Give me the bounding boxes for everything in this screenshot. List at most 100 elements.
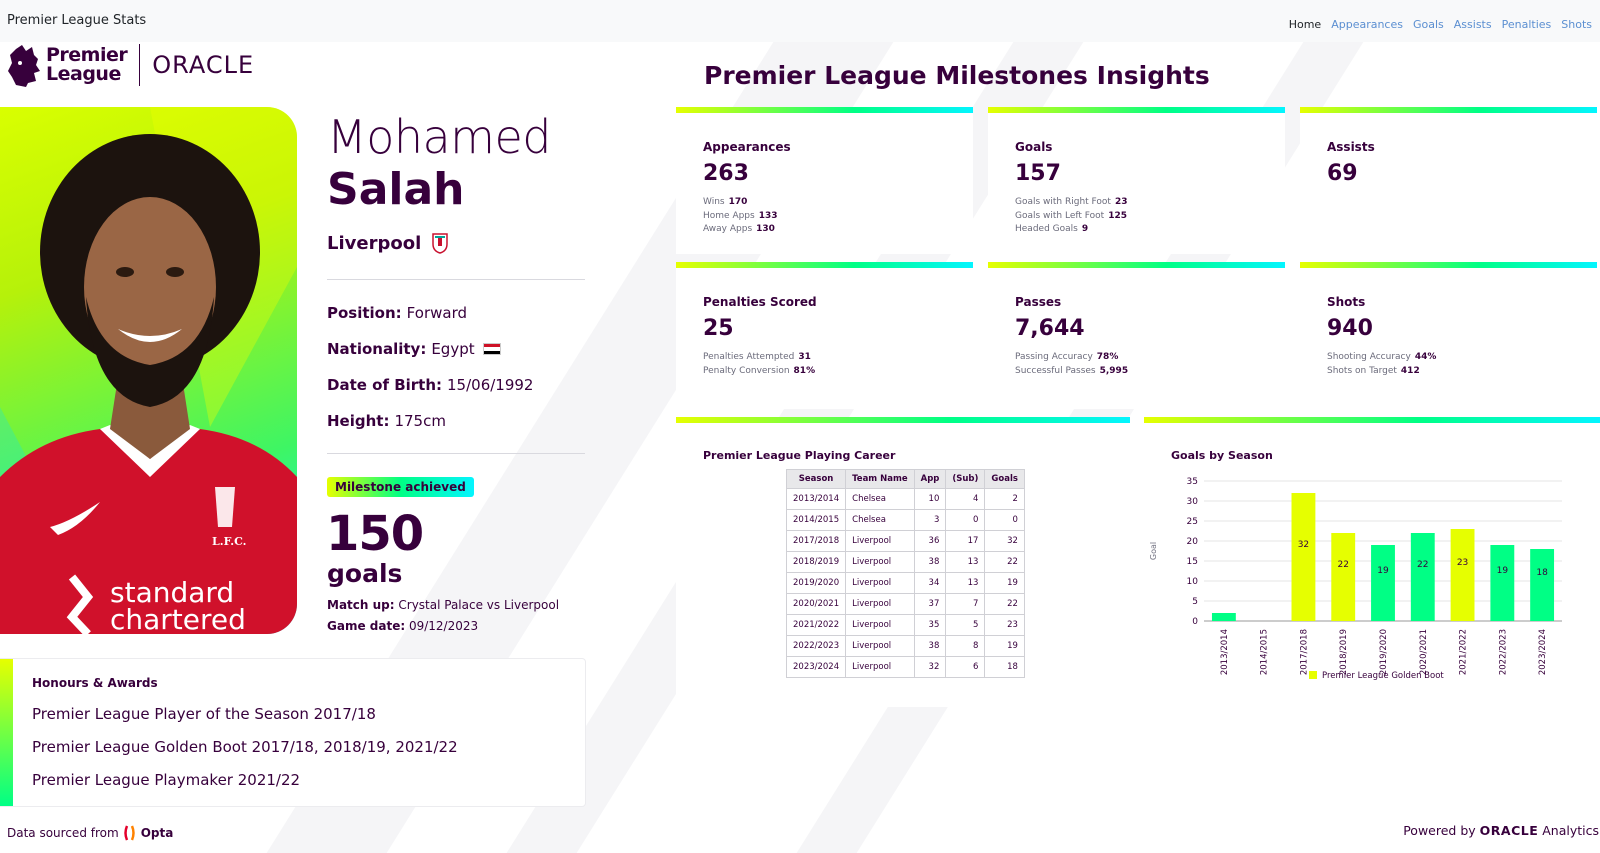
goals-by-season-chart: 0 5 10 15 20 25 30 35 Goal 2013/2014 2014/2015 32 20…	[1149, 477, 1562, 681]
stat-card-assists: Assists 69	[1300, 107, 1597, 254]
info-divider	[327, 279, 585, 280]
stat-sub: Wins 170	[703, 197, 747, 207]
sub-label: Shooting Accuracy	[1327, 352, 1411, 362]
table-cell: 2014/2015	[785, 509, 847, 531]
stat-sub: Successful Passes 5,995	[1015, 366, 1128, 376]
opta-wordmark: Opta	[140, 826, 174, 840]
card-accent-bar	[1300, 107, 1597, 113]
bar-value-label: 32	[1298, 540, 1309, 550]
player-photo: L.F.C. standard chartered	[0, 107, 297, 634]
table-cell: 13	[945, 551, 986, 573]
y-tick-label: 5	[1192, 597, 1198, 607]
stat-sub: Headed Goals 9	[1015, 224, 1088, 234]
column-header[interactable]: Season	[785, 469, 847, 489]
table-cell: 2	[984, 488, 1025, 510]
column-header[interactable]: (Sub)	[945, 469, 986, 489]
column-header[interactable]: Team Name	[845, 469, 915, 489]
player-first-name: Mohamed	[327, 110, 551, 164]
bar-value-label: 19	[1497, 566, 1509, 576]
nav-assists[interactable]: Assists	[1453, 18, 1492, 31]
match-up-value: Crystal Palace vs Liverpool	[398, 598, 560, 612]
table-row: 2019/2020 Liverpool 34 13 19	[785, 572, 1025, 594]
stat-label: Shots	[1327, 295, 1366, 309]
stat-value: 7,644	[1015, 316, 1085, 341]
logo-divider	[139, 44, 141, 86]
x-tick-label: 2019/2020	[1379, 629, 1389, 675]
table-cell: 22	[984, 551, 1025, 573]
y-tick-label: 0	[1192, 617, 1198, 627]
career-title: Premier League Playing Career	[703, 449, 896, 462]
career-table: Season Team Name App (Sub) Goals 2013/20…	[785, 469, 1025, 678]
y-tick-label: 10	[1187, 577, 1199, 587]
sub-value: 5,995	[1099, 366, 1129, 376]
wordmark-line1: Premier	[46, 44, 128, 66]
y-tick-label: 15	[1187, 557, 1198, 567]
sub-value: 412	[1400, 366, 1420, 376]
y-axis-label: Goal	[1149, 542, 1158, 560]
table-row: 2020/2021 Liverpool 37 7 22	[785, 593, 1025, 615]
table-cell: 32	[984, 530, 1025, 552]
nav-shots[interactable]: Shots	[1561, 18, 1592, 31]
bar	[1211, 613, 1236, 621]
table-cell: 0	[984, 509, 1025, 531]
table-cell: 37	[913, 593, 947, 615]
svg-text:L.F.C.: L.F.C.	[212, 535, 247, 548]
milestone-number: 150	[326, 506, 424, 562]
table-cell: 2023/2024	[785, 656, 847, 678]
table-cell: Liverpool	[845, 572, 915, 594]
table-cell: 4	[945, 488, 986, 510]
table-cell: 8	[945, 635, 986, 657]
stat-card-goals: Goals 157 Goals with Right Foot 23 Goals …	[988, 107, 1285, 254]
x-tick-label: 2013/2014	[1220, 629, 1230, 675]
nav-appearances[interactable]: Appearances	[1331, 18, 1403, 31]
sub-label: Away Apps	[703, 224, 753, 234]
bar	[1331, 533, 1356, 621]
stat-sub: Penalty Conversion 81%	[703, 366, 815, 376]
app-title: Premier League Stats	[7, 13, 147, 28]
stat-value: 263	[703, 161, 749, 186]
bar-value-label: 22	[1417, 560, 1428, 570]
column-header[interactable]: App	[913, 469, 947, 489]
y-tick-label: 30	[1187, 497, 1199, 507]
stat-card-passes: Passes 7,644 Passing Accuracy 78% Success…	[988, 262, 1285, 409]
table-cell: Liverpool	[845, 593, 915, 615]
nav-goals[interactable]: Goals	[1412, 18, 1444, 31]
table-cell: Liverpool	[845, 551, 915, 573]
oracle-logo: ORACLE	[152, 51, 255, 79]
stat-sub: Goals with Left Foot 125	[1015, 211, 1127, 221]
table-cell: 7	[945, 593, 986, 615]
honour-item: Premier League Golden Boot 2017/18, 2018…	[32, 738, 458, 756]
nav-home[interactable]: Home	[1288, 18, 1322, 31]
match-up-label: Match up:	[327, 598, 395, 612]
card-accent-bar	[676, 262, 973, 268]
data-source-footer: Data sourced from Opta	[7, 825, 173, 841]
sub-value: 23	[1114, 197, 1128, 207]
column-header[interactable]: Goals	[984, 469, 1025, 489]
bar-value-label: 23	[1457, 558, 1468, 568]
table-cell: 2017/2018	[785, 530, 847, 552]
opta-logo-icon	[123, 825, 135, 841]
panel-accent-bar	[1144, 417, 1600, 423]
table-cell: 17	[945, 530, 986, 552]
nationality-row: Nationality: Egypt	[327, 340, 501, 358]
bar	[1490, 545, 1515, 621]
stat-card-penalties: Penalties Scored 25 Penalties Attempted 3…	[676, 262, 973, 409]
table-cell: 2020/2021	[785, 593, 847, 615]
nav-penalties[interactable]: Penalties	[1501, 18, 1552, 31]
x-tick-label: 2020/2021	[1419, 629, 1429, 675]
sub-label: Successful Passes	[1015, 366, 1096, 376]
table-cell: 2022/2023	[785, 635, 847, 657]
goals-chart-panel: Goals by Season 0 5 10 15 20 25 30 35 Goal 2013/2…	[1144, 417, 1600, 707]
sub-label: Goals with Left Foot	[1015, 211, 1105, 221]
stat-label: Appearances	[703, 140, 791, 154]
honour-item: Premier League Playmaker 2021/22	[32, 771, 301, 789]
career-panel: Premier League Playing Career Season Tea…	[676, 417, 1130, 707]
table-cell: 10	[913, 488, 947, 510]
sub-value: 44%	[1414, 352, 1437, 362]
premier-league-wordmark: Premier League	[46, 44, 128, 84]
x-tick-label: 2022/2023	[1498, 629, 1508, 675]
table-cell: 19	[984, 635, 1025, 657]
card-accent-bar	[988, 107, 1285, 113]
table-cell: 36	[913, 530, 947, 552]
stat-value: 157	[1015, 161, 1061, 186]
